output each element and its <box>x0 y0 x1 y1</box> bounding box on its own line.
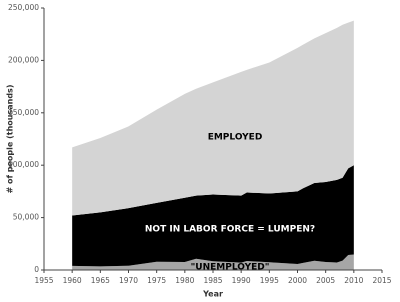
x-tick-label: 2010 <box>344 276 363 285</box>
x-tick-label: 1960 <box>63 276 82 285</box>
y-tick-label: 150,000 <box>8 108 39 117</box>
area <box>72 165 354 267</box>
y-tick-label: 100,000 <box>8 160 39 169</box>
area <box>72 20 354 216</box>
x-tick-label: 2000 <box>288 276 307 285</box>
y-tick-label: 50,000 <box>13 213 39 222</box>
x-tick-label: 2015 <box>372 276 391 285</box>
x-tick-label: 1985 <box>203 276 222 285</box>
x-tick-label: 1995 <box>260 276 279 285</box>
x-tick-label: 2005 <box>316 276 335 285</box>
y-tick-label: 0 <box>34 265 39 274</box>
x-tick-label: 1980 <box>175 276 194 285</box>
x-tick-label: 1965 <box>91 276 110 285</box>
x-tick-label: 1990 <box>232 276 251 285</box>
x-axis-label: Year <box>202 290 223 299</box>
y-tick-label: 250,000 <box>8 3 39 12</box>
area <box>72 254 354 270</box>
series-label: EMPLOYED <box>208 133 263 143</box>
series-label: NOT IN LABOR FORCE = LUMPEN? <box>145 225 315 235</box>
y-axis-label: # of people (thousands) <box>6 85 15 194</box>
series-label: "UNEMPLOYED" <box>191 263 270 273</box>
y-tick-label: 200,000 <box>8 55 39 64</box>
x-tick-label: 1975 <box>147 276 166 285</box>
x-tick-label: 1970 <box>119 276 138 285</box>
x-tick-label: 1955 <box>34 276 53 285</box>
